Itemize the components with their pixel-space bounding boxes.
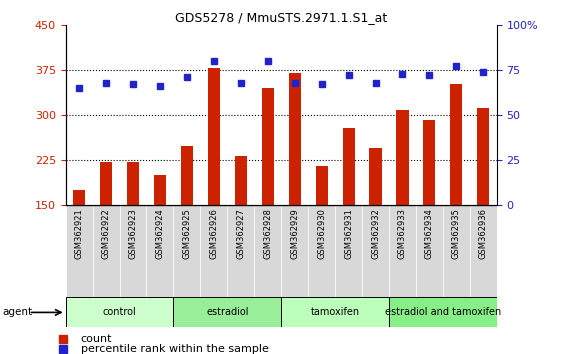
Text: GSM362935: GSM362935 [452,208,461,259]
Text: GSM362924: GSM362924 [155,208,164,259]
Text: GSM362929: GSM362929 [290,208,299,259]
Bar [181,146,193,205]
Bar [477,108,489,205]
Bar [66,297,174,327]
Text: GSM362926: GSM362926 [210,208,218,259]
Text: percentile rank within the sample: percentile rank within the sample [81,344,269,354]
Bar [281,297,389,327]
Bar [308,205,335,297]
Bar [73,190,85,205]
Bar [389,205,416,297]
Text: tamoxifen: tamoxifen [311,307,360,318]
Bar [443,205,470,297]
Bar [288,73,301,205]
Text: GSM362936: GSM362936 [479,208,488,259]
Bar [174,297,281,327]
Text: GSM362931: GSM362931 [344,208,353,259]
Bar [389,297,497,327]
Text: GSM362928: GSM362928 [263,208,272,259]
Text: estradiol: estradiol [206,307,248,318]
Bar [100,162,112,205]
Bar [147,205,174,297]
Bar [66,205,93,297]
Bar [208,68,220,205]
Bar [369,148,381,205]
Bar [235,156,247,205]
Text: count: count [81,334,112,344]
Text: GSM362930: GSM362930 [317,208,326,259]
Bar [423,120,436,205]
Text: GSM362927: GSM362927 [236,208,246,259]
Text: GSM362921: GSM362921 [75,208,83,259]
Bar [200,205,227,297]
Bar [335,205,362,297]
Bar [416,205,443,297]
Title: GDS5278 / MmuSTS.2971.1.S1_at: GDS5278 / MmuSTS.2971.1.S1_at [175,11,387,24]
Text: GSM362925: GSM362925 [182,208,191,259]
Bar [262,88,274,205]
Text: GSM362922: GSM362922 [102,208,111,259]
Bar [127,162,139,205]
Text: GSM362933: GSM362933 [398,208,407,259]
Bar [119,205,147,297]
Text: GSM362932: GSM362932 [371,208,380,259]
Bar [470,205,497,297]
Bar [93,205,119,297]
Bar [254,205,281,297]
Bar [396,110,408,205]
Bar [281,205,308,297]
Bar [343,128,355,205]
Text: GSM362934: GSM362934 [425,208,434,259]
Text: estradiol and tamoxifen: estradiol and tamoxifen [385,307,501,318]
Text: GSM362923: GSM362923 [128,208,138,259]
Text: control: control [103,307,136,318]
Bar [174,205,200,297]
Bar [227,205,254,297]
Bar [154,175,166,205]
Bar [362,205,389,297]
Bar [316,166,328,205]
Text: agent: agent [3,307,33,318]
Bar [451,84,463,205]
